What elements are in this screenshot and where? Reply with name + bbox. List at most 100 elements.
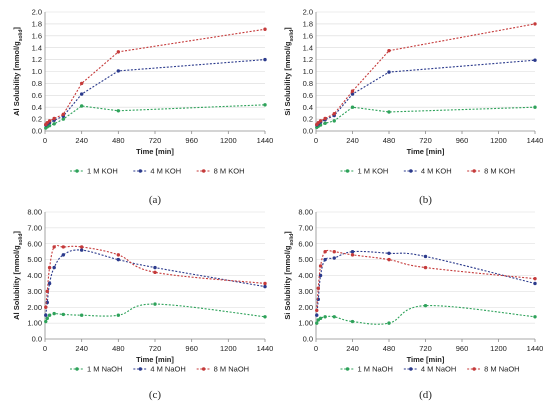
legend-label: 1 M KOH <box>358 167 389 176</box>
x-tick-label: 480 <box>112 136 125 145</box>
data-point <box>332 119 336 123</box>
y-tick-label: 0.2 <box>32 115 42 124</box>
x-tick-label: 480 <box>112 344 125 353</box>
data-point <box>387 321 391 325</box>
legend-label: 4 M NaOH <box>421 365 456 374</box>
data-point <box>116 109 121 113</box>
data-point <box>323 116 327 121</box>
data-point <box>323 249 327 254</box>
legend-swatch-marker <box>345 169 350 173</box>
data-point <box>316 286 320 290</box>
y-tick-label: 1.8 <box>303 20 313 29</box>
data-point <box>79 92 84 96</box>
legend-swatch-marker <box>138 169 143 173</box>
y-tick-label: 1.0 <box>303 67 313 76</box>
data-point <box>350 253 355 257</box>
y-tick-label: 6.00 <box>27 239 42 248</box>
x-axis-title: Time [min] <box>407 355 445 364</box>
data-point <box>116 253 121 257</box>
y-tick-label: 7.00 <box>298 223 313 232</box>
data-point <box>533 22 537 26</box>
data-point <box>533 281 537 286</box>
x-tick-label: 720 <box>149 344 162 353</box>
data-point <box>79 313 84 317</box>
data-point <box>116 313 121 317</box>
y-tick-label: 5.00 <box>298 255 313 264</box>
x-tick-label: 0 <box>314 136 318 145</box>
data-point <box>316 120 320 125</box>
legend-label: 4 M NaOH <box>150 365 185 374</box>
legend-swatch-marker <box>409 367 413 371</box>
data-point <box>44 305 48 309</box>
data-point <box>332 249 336 254</box>
data-point <box>350 319 355 324</box>
data-point <box>423 303 428 308</box>
data-point <box>153 270 157 275</box>
x-tick-label: 960 <box>456 136 469 145</box>
y-tick-label: 0.0 <box>32 335 42 344</box>
data-point <box>533 276 537 281</box>
y-axis-title: Si Solubility [mmol/gsolid] <box>283 231 295 320</box>
series-line <box>45 303 266 322</box>
series-line <box>316 305 536 325</box>
data-point <box>47 281 52 286</box>
series-line <box>45 59 266 126</box>
data-point <box>44 313 48 317</box>
legend-swatch-marker <box>409 169 413 173</box>
y-tick-label: 1.6 <box>32 31 42 40</box>
x-tick-label: 960 <box>456 344 469 353</box>
y-tick-label: 7.00 <box>27 223 42 232</box>
data-point <box>61 117 66 121</box>
data-point <box>45 120 49 125</box>
y-tick-label: 0.6 <box>303 91 313 100</box>
x-tick-label: 1200 <box>220 344 237 353</box>
data-point <box>533 105 537 109</box>
x-tick-label: 1440 <box>527 344 544 353</box>
data-point <box>263 103 267 107</box>
x-axis-title: Time [min] <box>136 147 174 156</box>
y-tick-label: 1.4 <box>32 43 42 52</box>
x-axis-title: Time [min] <box>407 147 445 156</box>
y-tick-label: 5.00 <box>27 255 42 264</box>
data-point <box>45 289 49 294</box>
data-point <box>315 321 319 325</box>
legend-label: 1 M NaOH <box>358 365 393 374</box>
data-point <box>116 257 121 262</box>
legend-swatch-marker <box>345 367 350 371</box>
data-point <box>318 316 323 321</box>
y-tick-label: 0.4 <box>32 103 42 112</box>
legend-swatch-marker <box>138 367 143 371</box>
x-tick-label: 720 <box>149 136 162 145</box>
y-tick-label: 1.0 <box>32 67 42 76</box>
data-point <box>350 249 355 254</box>
x-tick-label: 240 <box>346 136 359 145</box>
data-point <box>79 245 84 249</box>
legend-label: 8 M NaOH <box>214 365 249 374</box>
y-tick-label: 1.2 <box>303 55 313 64</box>
series-line <box>316 106 536 128</box>
data-point <box>116 50 121 54</box>
data-point <box>263 27 267 31</box>
x-tick-label: 720 <box>419 136 432 145</box>
data-point <box>61 253 66 257</box>
data-point <box>332 256 336 260</box>
y-tick-label: 1.6 <box>303 31 313 40</box>
y-tick-label: 0.2 <box>303 115 313 124</box>
chart-panel-4: 0.0 1.00 2.00 3.00 4.00 5.00 6.00 7.00 8.00 0 240 4… <box>283 208 543 401</box>
data-point <box>533 58 537 62</box>
y-tick-label: 8.00 <box>298 208 313 217</box>
y-tick-label: 2.0 <box>303 8 313 17</box>
panel-label: (d) <box>419 389 432 401</box>
y-tick-label: 1.00 <box>298 319 313 328</box>
x-tick-label: 720 <box>419 344 432 353</box>
data-point <box>350 89 355 93</box>
data-point <box>323 121 327 125</box>
data-point <box>52 116 56 121</box>
data-point <box>79 81 84 86</box>
legend-swatch-marker <box>75 169 79 173</box>
data-point <box>52 245 56 249</box>
y-tick-label: 0.0 <box>32 127 42 136</box>
y-tick-label: 0.8 <box>303 79 313 88</box>
legend-label: 8 M KOH <box>214 167 245 176</box>
x-tick-label: 960 <box>185 136 198 145</box>
